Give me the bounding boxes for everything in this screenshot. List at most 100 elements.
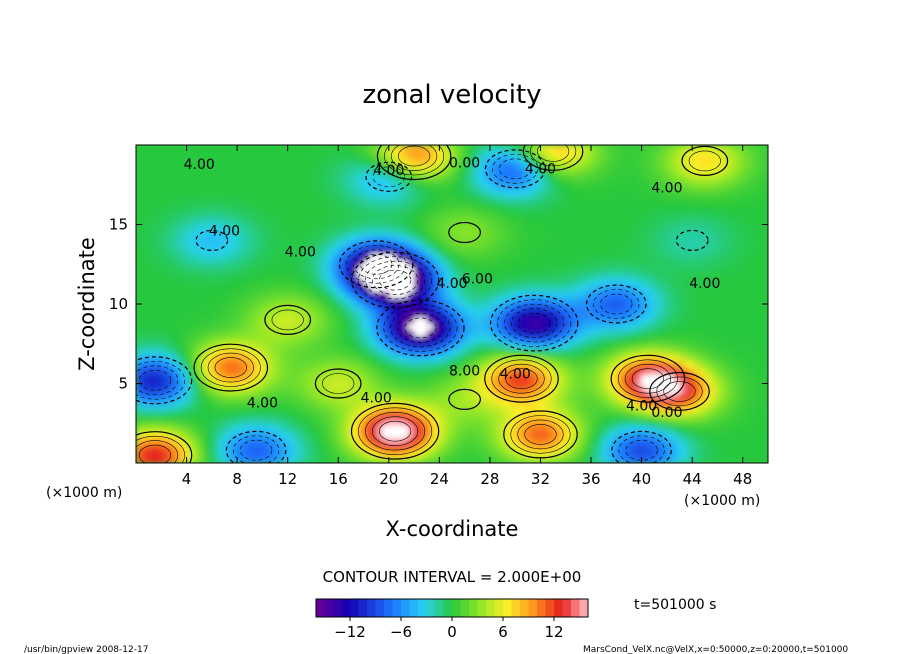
field-cell — [395, 304, 402, 311]
field-cell — [142, 227, 150, 235]
field-cell — [679, 272, 687, 280]
field-cell — [730, 272, 737, 280]
field-cell — [502, 405, 510, 413]
field-cell — [344, 253, 352, 261]
field-cell — [597, 164, 605, 172]
field-cell — [395, 329, 402, 337]
field-cell — [313, 431, 320, 439]
field-cell — [407, 374, 415, 381]
field-cell — [464, 431, 472, 439]
field-cell — [218, 399, 226, 407]
field-cell — [237, 418, 244, 426]
field-cell — [142, 386, 150, 394]
field-cell — [711, 437, 718, 445]
field-cell — [262, 253, 270, 261]
field-cell — [730, 259, 737, 267]
field-cell — [249, 310, 257, 318]
field-cell — [755, 393, 763, 400]
field-cell — [344, 183, 352, 191]
field-cell — [338, 374, 346, 381]
field-cell — [357, 374, 365, 381]
field-cell — [186, 456, 194, 463]
field-cell — [692, 437, 700, 445]
field-cell — [287, 412, 295, 420]
field-cell — [237, 380, 244, 388]
field-cell — [464, 145, 472, 152]
field-cell — [559, 215, 567, 222]
field-cell — [211, 335, 219, 343]
field-cell — [439, 234, 447, 241]
field-cell — [148, 284, 156, 292]
field-cell — [426, 367, 434, 375]
field-cell — [275, 418, 282, 426]
field-cell — [281, 227, 289, 235]
field-cell — [464, 208, 472, 216]
field-cell — [281, 202, 289, 210]
field-cell — [610, 253, 617, 261]
field-cell — [489, 246, 497, 254]
field-cell — [736, 151, 744, 159]
field-cell — [553, 183, 560, 191]
field-cell — [186, 272, 194, 280]
field-cell — [546, 348, 554, 356]
field-cell — [452, 157, 459, 165]
field-cell — [142, 291, 150, 299]
field-cell — [711, 405, 718, 413]
field-cell — [578, 202, 586, 210]
field-cell — [603, 354, 611, 362]
field-cell — [237, 234, 244, 241]
field-cell — [199, 297, 207, 305]
field-cell — [534, 215, 542, 222]
field-cell — [300, 253, 308, 261]
field-cell — [420, 323, 428, 331]
field-cell — [313, 221, 320, 229]
field-cell — [344, 335, 352, 343]
field-cell — [173, 234, 181, 241]
field-cell — [230, 176, 238, 184]
field-cell — [275, 272, 282, 280]
field-cell — [565, 215, 573, 222]
field-cell — [452, 380, 459, 388]
field-cell — [755, 297, 763, 305]
field-cell — [458, 195, 466, 203]
field-cell — [742, 348, 750, 356]
field-cell — [382, 189, 390, 197]
field-cell — [502, 291, 510, 299]
field-cell — [426, 145, 434, 152]
field-cell — [654, 176, 662, 184]
field-cell — [736, 399, 744, 407]
field-cell — [736, 227, 744, 235]
field-cell — [704, 424, 712, 432]
field-cell — [205, 227, 213, 235]
field-cell — [161, 348, 169, 356]
field-cell — [572, 342, 579, 350]
field-cell — [622, 342, 630, 350]
field-cell — [268, 367, 276, 375]
field-cell — [565, 335, 573, 343]
field-cell — [641, 367, 649, 375]
field-cell — [717, 386, 725, 394]
field-cell — [540, 399, 548, 407]
field-cell — [755, 157, 763, 165]
field-cell — [180, 335, 188, 343]
field-cell — [294, 405, 301, 413]
field-cell — [591, 265, 598, 273]
field-cell — [331, 348, 339, 356]
field-cell — [521, 227, 529, 235]
field-cell — [136, 418, 143, 426]
field-cell — [136, 208, 143, 216]
field-cell — [660, 456, 668, 463]
field-cell — [641, 227, 649, 235]
field-cell — [704, 202, 712, 210]
field-cell — [540, 329, 548, 337]
field-cell — [559, 246, 567, 254]
field-cell — [540, 418, 548, 426]
field-cell — [306, 304, 314, 311]
field-cell — [237, 316, 244, 324]
field-cell — [603, 151, 611, 159]
field-cell — [603, 456, 611, 463]
field-cell — [331, 157, 339, 165]
field-cell — [186, 170, 194, 178]
field-cell — [452, 450, 459, 458]
field-cell — [357, 367, 365, 375]
